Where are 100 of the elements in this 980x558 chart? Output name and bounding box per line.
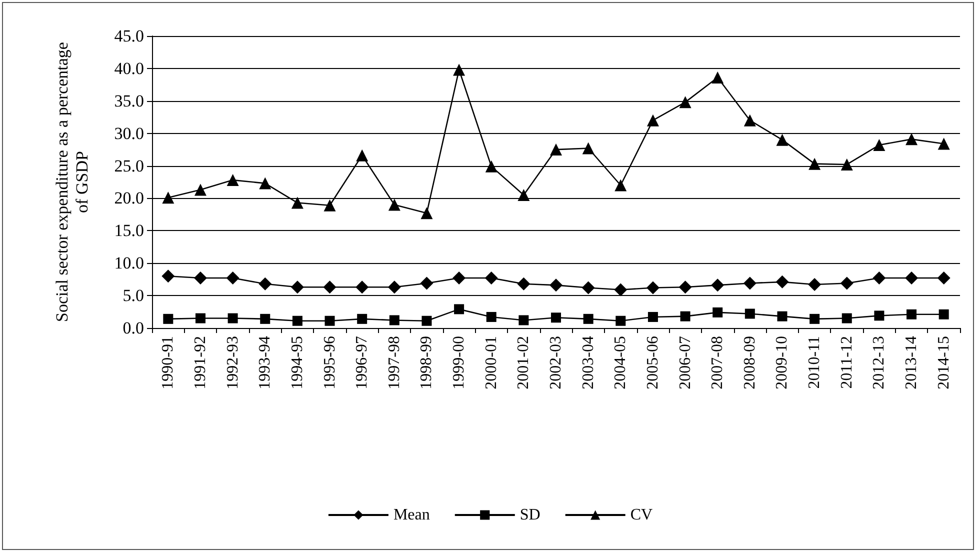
point: [518, 315, 529, 326]
x-tick-label: 2013-14: [903, 336, 920, 390]
x-tick-label: 1994-95: [288, 336, 306, 390]
point: [550, 278, 562, 292]
point: [356, 149, 368, 162]
point: [648, 312, 658, 322]
point: [259, 177, 272, 190]
x-tick-label: 2004-05: [612, 336, 630, 390]
point: [291, 196, 304, 209]
point: [744, 308, 755, 319]
x-tick-label: 2005-06: [644, 336, 662, 390]
point: [484, 272, 498, 285]
point: [777, 311, 788, 322]
point: [356, 280, 369, 294]
y-axis-title: Social sector expenditure as a percentage of GSDP: [52, 42, 92, 322]
point: [453, 64, 466, 76]
point: [260, 314, 270, 324]
point: [938, 309, 949, 320]
point: [486, 312, 496, 322]
y-tick-label: 20.0: [114, 188, 144, 208]
point: [743, 276, 756, 290]
point: [162, 270, 175, 283]
point: [808, 158, 821, 170]
point: [744, 114, 756, 126]
point: [840, 276, 854, 290]
x-tick-label: 2012-13: [870, 336, 888, 390]
point: [679, 96, 692, 108]
x-tick-label: 1999-00: [450, 336, 468, 390]
x-tick-label: 2008-09: [741, 336, 758, 390]
point: [582, 281, 595, 294]
point: [292, 316, 302, 326]
point: [646, 114, 659, 126]
point: [906, 133, 918, 146]
point: [194, 184, 206, 196]
point: [614, 179, 627, 192]
point: [712, 307, 723, 318]
point: [646, 281, 660, 294]
x-tick-label: 1997-98: [386, 336, 403, 390]
x-tick-label: 2014-15: [935, 336, 952, 390]
point: [162, 192, 174, 204]
point: [906, 309, 917, 320]
x-tick-label: 1993-94: [256, 336, 274, 390]
point: [422, 316, 432, 326]
point: [711, 278, 724, 292]
point: [582, 142, 594, 154]
y-tick-label: 30.0: [114, 124, 144, 143]
point: [680, 311, 690, 322]
x-tick-label: 1991-92: [192, 336, 209, 390]
y-tick-label: 0.0: [122, 318, 144, 338]
point: [583, 314, 594, 324]
point: [776, 275, 789, 288]
y-tick-label: 25.0: [114, 156, 144, 176]
x-tick-label: 2003-04: [580, 336, 597, 390]
point: [258, 277, 272, 290]
x-tick-label: 2001-02: [515, 336, 532, 390]
point: [874, 310, 884, 321]
point: [872, 272, 886, 285]
y-tick-label: 5.0: [122, 286, 144, 306]
y-tick-label: 45.0: [114, 26, 144, 46]
point: [454, 304, 464, 314]
point: [195, 313, 206, 324]
point: [873, 139, 886, 152]
x-tick-label: 2006-07: [676, 336, 694, 390]
x-tick-label: 2007-08: [709, 336, 726, 390]
point: [842, 313, 852, 324]
point: [517, 277, 530, 290]
x-tick-label: 2000-01: [482, 336, 500, 390]
point: [323, 280, 336, 294]
legend-label: Mean: [393, 506, 430, 524]
point: [452, 272, 466, 285]
x-tick-label: 1996-97: [354, 336, 371, 390]
point: [518, 188, 530, 201]
x-tick-label: 2010-11: [806, 336, 824, 389]
point: [938, 138, 950, 150]
point: [163, 314, 174, 324]
x-tick-label: 2009-10: [774, 336, 791, 390]
legend-label: CV: [630, 506, 653, 524]
x-tick-label: 2011-12: [838, 336, 856, 389]
point: [420, 207, 433, 220]
x-tick-label: 2002-03: [548, 336, 564, 390]
point: [905, 272, 918, 285]
point: [551, 312, 561, 323]
point: [550, 144, 562, 156]
point: [808, 278, 822, 292]
y-tick-label: 40.0: [114, 58, 144, 78]
x-tick-label: 1995-96: [321, 336, 338, 390]
point: [420, 276, 434, 290]
point: [389, 315, 400, 326]
y-tick-label: 15.0: [114, 221, 144, 240]
point: [388, 198, 400, 211]
point: [290, 280, 304, 294]
point: [937, 272, 950, 285]
point: [678, 280, 692, 294]
y-tick-label: 10.0: [114, 254, 144, 273]
point: [810, 314, 820, 324]
x-tick-label: 1998-99: [418, 336, 436, 390]
point: [712, 72, 724, 84]
point: [840, 158, 853, 170]
point: [485, 160, 498, 172]
point: [194, 272, 207, 285]
